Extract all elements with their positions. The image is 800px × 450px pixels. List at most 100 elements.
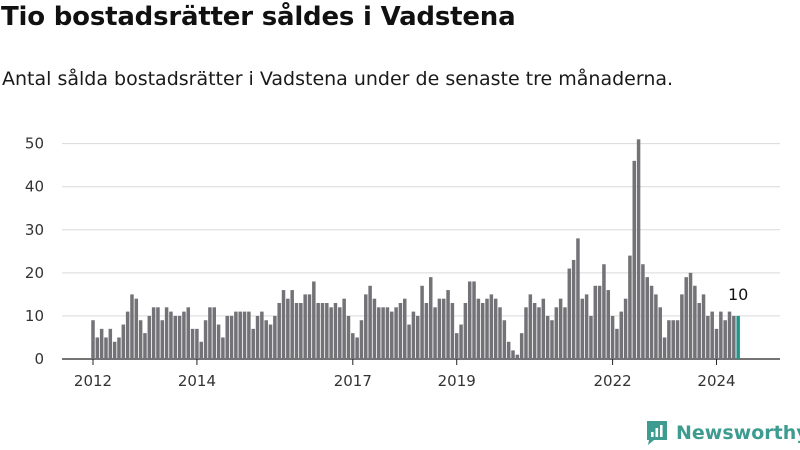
bar [407, 324, 411, 359]
bar [95, 337, 100, 359]
bar [424, 303, 429, 359]
bar [368, 285, 372, 359]
bar [403, 298, 407, 359]
y-tick-label: 40 [25, 178, 44, 196]
y-tick-label: 30 [25, 221, 44, 239]
bar [732, 315, 736, 359]
bar [498, 307, 502, 359]
bar [164, 307, 169, 359]
bar [190, 328, 195, 359]
bar [649, 285, 654, 359]
bar [286, 298, 290, 359]
bar [203, 320, 208, 359]
bar [571, 259, 576, 359]
bar [615, 328, 619, 359]
chart-subtitle: Antal sålda bostadsrätter i Vadstena und… [2, 68, 674, 90]
bar [636, 139, 641, 359]
bar [420, 285, 424, 359]
bar [182, 311, 186, 359]
bar [338, 307, 342, 359]
bar [628, 255, 632, 359]
bar [511, 350, 515, 359]
bar [108, 328, 113, 359]
bar [221, 337, 225, 359]
bar [169, 311, 173, 359]
bar [234, 311, 238, 359]
annotations: 10 [728, 285, 748, 304]
bar [619, 311, 624, 359]
bar [273, 315, 277, 359]
bar [242, 311, 247, 359]
y-tick-label: 20 [25, 264, 44, 282]
bar-latest [736, 315, 740, 359]
bar [537, 307, 541, 359]
bar [91, 320, 95, 359]
x-tick-label: 2012 [74, 372, 112, 390]
bar [428, 277, 433, 359]
bar [255, 315, 260, 359]
bar [545, 315, 550, 359]
bar [459, 324, 463, 359]
bar [177, 315, 182, 359]
bar [485, 298, 489, 359]
bar [325, 303, 329, 359]
bar [212, 307, 216, 359]
bar [476, 298, 481, 359]
bar [381, 307, 385, 359]
bar [355, 337, 359, 359]
y-tick-label: 0 [34, 350, 44, 368]
x-tick-label: 2022 [594, 372, 632, 390]
x-tick-label: 2019 [438, 372, 476, 390]
bar [130, 294, 134, 359]
bar [134, 298, 139, 359]
latest-value-label: 10 [728, 285, 748, 304]
bar [329, 307, 333, 359]
bar [684, 277, 688, 359]
bar [671, 320, 675, 359]
bar [524, 307, 528, 359]
bar [580, 298, 585, 359]
bar [199, 341, 203, 359]
bar [558, 298, 563, 359]
bar [290, 290, 294, 359]
bar [493, 298, 498, 359]
brand-name: Newsworthy [676, 422, 800, 444]
bar [316, 303, 320, 359]
bar [658, 307, 662, 359]
x-tick-label: 2024 [697, 372, 735, 390]
bar [147, 315, 152, 359]
bar [446, 290, 450, 359]
bar [472, 281, 476, 359]
bar [351, 333, 355, 359]
bar [416, 315, 420, 359]
bar [554, 307, 559, 359]
bar [260, 311, 264, 359]
bar [467, 281, 472, 359]
bar [593, 285, 598, 359]
bar [173, 315, 178, 359]
bar [394, 307, 398, 359]
bar [251, 328, 255, 359]
bar [121, 324, 126, 359]
bar [125, 311, 130, 359]
bar [532, 303, 537, 359]
x-tick-label: 2014 [178, 372, 216, 390]
bar [216, 324, 221, 359]
bar-chart: 0 10 20 30 40 50 2012 2014 2017 2019 2022 2024 10 [25, 135, 780, 390]
bar [390, 311, 394, 359]
bar [112, 341, 117, 359]
bar [346, 315, 351, 359]
bar [701, 294, 706, 359]
bar [727, 311, 732, 359]
bar [632, 160, 636, 359]
bar [693, 285, 697, 359]
bar [342, 298, 346, 359]
bar [333, 303, 338, 359]
bar [229, 315, 234, 359]
chart-title: Tio bostadsrätter såldes i Vadstena [1, 2, 516, 32]
bar [563, 307, 567, 359]
bar [312, 281, 316, 359]
bar [151, 307, 156, 359]
bar [576, 238, 580, 359]
y-tick-label: 50 [25, 135, 44, 153]
